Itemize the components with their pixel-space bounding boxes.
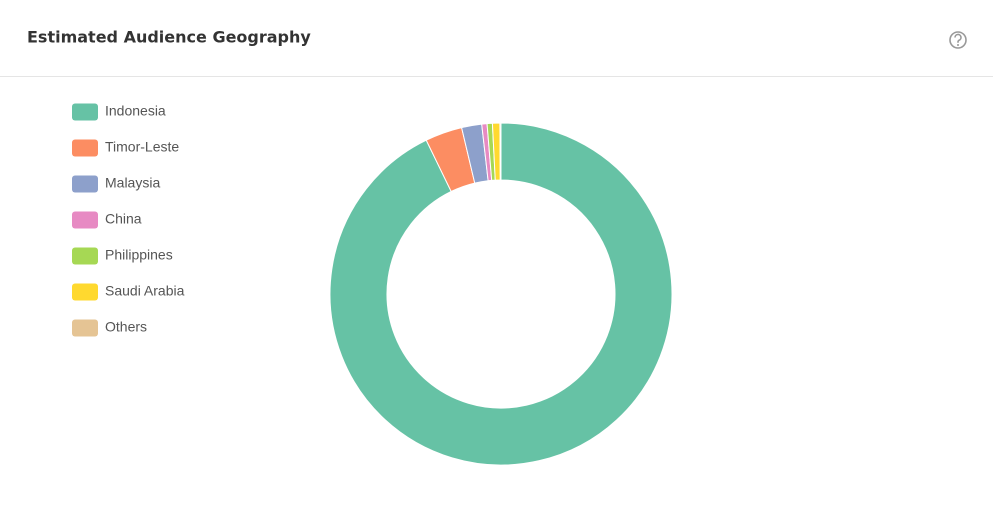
legend-swatch (72, 247, 98, 265)
chart-title: Estimated Audience Geography (27, 28, 311, 47)
help-icon[interactable] (949, 31, 967, 49)
legend-label: Saudi Arabia (105, 283, 185, 299)
donut-slice (329, 122, 673, 466)
legend-label: Malaysia (105, 175, 160, 191)
legend-swatch (72, 211, 98, 229)
legend-swatch (72, 319, 98, 337)
legend-label: Indonesia (105, 103, 166, 119)
help-circle (949, 31, 967, 49)
legend-swatch (72, 139, 98, 157)
help-dot (957, 44, 959, 46)
legend-label: Philippines (105, 247, 173, 263)
donut-slice (499, 122, 502, 181)
legend-label: Others (105, 319, 147, 335)
legend-swatch (72, 103, 98, 121)
legend-label: Timor-Leste (105, 139, 179, 155)
legend-label: China (105, 211, 142, 227)
legend-swatch (72, 283, 98, 301)
help-glyph (954, 33, 962, 43)
legend-swatch (72, 175, 98, 193)
